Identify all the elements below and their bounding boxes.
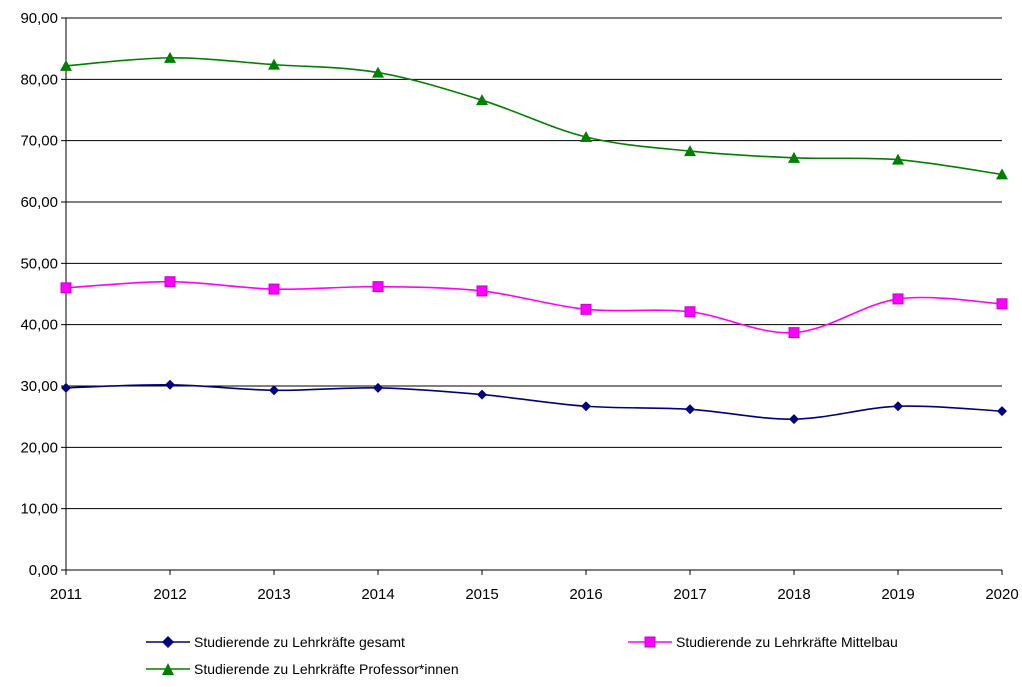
data-point-diamond [997, 406, 1007, 417]
y-tick-label: 30,00 [20, 378, 58, 395]
legend-item-mittelbau: Studierende zu Lehrkräfte Mittelbau [628, 634, 898, 650]
y-tick-label: 20,00 [20, 439, 58, 456]
series-3 [60, 51, 1008, 180]
series-line [65, 383, 1003, 420]
legend-label-gesamt: Studierende zu Lehrkräfte gesamt [194, 634, 405, 650]
data-point-square [892, 293, 904, 305]
x-tick-label: 2011 [50, 586, 82, 603]
data-point-square [684, 306, 696, 318]
data-point-triangle [996, 168, 1008, 180]
square-marker-icon [628, 636, 672, 648]
data-point-triangle [372, 66, 384, 78]
data-point-triangle [580, 130, 592, 142]
data-point-diamond [477, 389, 487, 400]
series-layer [60, 51, 1008, 425]
data-point-diamond [61, 382, 71, 393]
y-tick-label: 80,00 [20, 71, 58, 88]
y-axis-ticks: 0,00 10,00 20,00 30,00 40,00 50,00 60,00 70,00 8… [20, 10, 66, 579]
diamond-marker-icon [146, 636, 190, 648]
data-point-triangle [60, 59, 72, 71]
legend-label-mittelbau: Studierende zu Lehrkräfte Mittelbau [676, 634, 898, 650]
gridlines [66, 17, 1002, 571]
data-point-triangle [892, 153, 904, 165]
legend-label-professorinnen: Studierende zu Lehrkräfte Professor*inne… [194, 661, 459, 677]
y-tick-label: 90,00 [20, 10, 58, 27]
data-point-square [372, 281, 384, 293]
x-tick-label: 2020 [985, 586, 1018, 603]
series-1 [61, 379, 1007, 425]
data-point-triangle [268, 58, 280, 70]
y-tick-label: 0,00 [29, 562, 58, 579]
data-point-square [996, 298, 1008, 310]
y-tick-label: 10,00 [20, 501, 58, 518]
data-point-diamond [581, 401, 591, 412]
triangle-marker-icon [146, 663, 190, 675]
data-point-triangle [788, 151, 800, 163]
data-point-square [580, 303, 592, 315]
data-point-square [268, 283, 280, 295]
legend-item-gesamt: Studierende zu Lehrkräfte gesamt [146, 634, 405, 650]
data-point-diamond [373, 382, 383, 393]
legend-item-professorinnen: Studierende zu Lehrkräfte Professor*inne… [146, 661, 459, 677]
y-tick-label: 40,00 [20, 317, 58, 334]
data-point-diamond [893, 401, 903, 412]
x-tick-label: 2012 [153, 586, 186, 603]
data-point-triangle [164, 51, 176, 63]
axes [65, 18, 1002, 571]
x-tick-label: 2016 [569, 586, 602, 603]
y-tick-label: 50,00 [20, 255, 58, 272]
data-point-diamond [789, 414, 799, 425]
x-tick-label: 2013 [257, 586, 290, 603]
data-point-diamond [165, 379, 175, 390]
data-point-diamond [269, 385, 279, 396]
series-2 [60, 276, 1008, 339]
series-line [65, 280, 1003, 334]
data-point-diamond [685, 404, 695, 415]
series-line [65, 57, 1003, 176]
data-point-triangle [684, 145, 696, 157]
x-tick-label: 2018 [777, 586, 810, 603]
x-tick-label: 2019 [881, 586, 914, 603]
x-tick-label: 2015 [465, 586, 498, 603]
y-tick-label: 70,00 [20, 133, 58, 150]
x-axis-ticks: 2011 2012 2013 2014 2015 2016 2017 2018 2019 2020 [50, 570, 1019, 603]
x-tick-label: 2014 [361, 586, 394, 603]
data-point-square [164, 276, 176, 288]
x-tick-label: 2017 [673, 586, 706, 603]
data-point-square [476, 285, 488, 297]
data-point-triangle [476, 94, 488, 106]
data-point-square [788, 327, 800, 339]
data-point-square [60, 282, 72, 294]
y-tick-label: 60,00 [20, 194, 58, 211]
